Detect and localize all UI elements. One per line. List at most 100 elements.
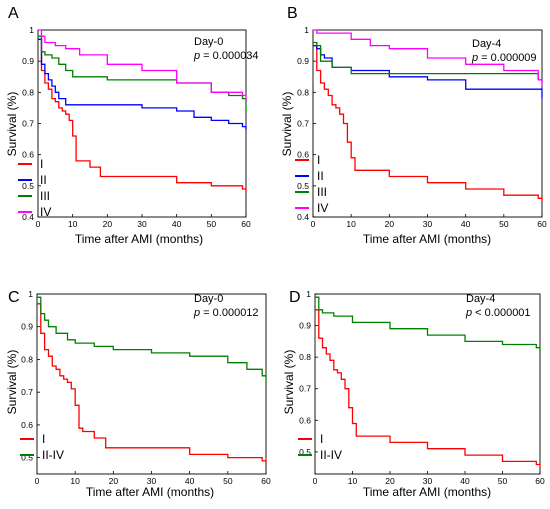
x-axis-label: Time after AMI (months) [75, 232, 203, 246]
series-line-i [313, 44, 543, 202]
y-tick-label: 0.5 [21, 453, 33, 463]
panel-letter: A [8, 5, 19, 22]
legend-label: III [317, 185, 327, 199]
series-line-ii-iv [37, 296, 267, 383]
legend-label: I [320, 432, 323, 446]
x-tick-label: 40 [460, 476, 470, 486]
annotation-day: Day-4 [472, 38, 501, 50]
y-tick-label: 1 [28, 289, 33, 299]
y-tick-label: 0.5 [299, 447, 311, 457]
annotation-day: Day-0 [194, 293, 223, 305]
legend-label: II-IV [42, 448, 64, 462]
x-tick-label: 10 [346, 219, 356, 229]
p-value-text: = 0.000012 [200, 307, 258, 319]
y-tick-label: 0.9 [22, 56, 34, 66]
series-line-ii-iv [315, 296, 541, 354]
series-line-i [315, 309, 541, 468]
x-tick-label: 30 [147, 476, 157, 486]
legend-label: IV [317, 201, 328, 215]
legend-label: II-IV [320, 448, 342, 462]
panel-letter: C [8, 289, 20, 306]
x-tick-label: 20 [109, 476, 119, 486]
annotation-p-value: p = 0.000012 [193, 307, 259, 319]
y-tick-label: 0.5 [22, 181, 34, 191]
legend-label: I [42, 432, 45, 446]
x-tick-label: 60 [241, 219, 251, 229]
annotation-day: Day-0 [194, 36, 223, 48]
y-tick-label: 0.7 [21, 387, 33, 397]
y-axis-label: Survival (%) [282, 350, 296, 415]
x-tick-label: 30 [137, 219, 147, 229]
x-tick-label: 40 [461, 219, 471, 229]
legend-label: I [317, 153, 320, 167]
x-tick-label: 20 [385, 219, 395, 229]
legend-label: II [40, 173, 47, 187]
x-tick-label: 40 [172, 219, 182, 229]
chart-panel-a: A 0 10 20 30 40 50 60 0.4 0.5 0.6 0.7 0.8 0.9 1 Time af… [5, 5, 259, 246]
x-tick-label: 0 [311, 219, 316, 229]
legend-label: IV [40, 205, 51, 219]
y-tick-label: 0.7 [22, 119, 34, 129]
series-line-i [38, 38, 247, 193]
x-tick-label: 10 [70, 476, 80, 486]
series-line-ii [38, 38, 247, 130]
annotation-p-value: p < 0.000001 [465, 307, 531, 319]
legend-label: I [40, 157, 43, 171]
annotation-p-value: p = 0.000009 [471, 52, 537, 64]
series-line-iii [38, 35, 247, 111]
y-tick-label: 0.8 [297, 87, 309, 97]
annotation-day: Day-4 [466, 293, 495, 305]
legend-label: II [317, 169, 324, 183]
y-axis-label: Survival (%) [280, 92, 294, 157]
chart-panel-c: C 0 10 20 30 40 50 60 0.5 0.6 0.7 0.8 0.9 1 Time after… [5, 289, 271, 499]
y-tick-label: 0.8 [299, 352, 311, 362]
y-tick-label: 0.7 [297, 119, 309, 129]
y-tick-label: 0.6 [299, 415, 311, 425]
series-line-i [37, 303, 267, 465]
y-tick-label: 0.6 [22, 150, 34, 160]
series-line-iv [38, 29, 247, 102]
y-tick-label: 0.8 [21, 354, 33, 364]
y-tick-label: 0.4 [22, 212, 34, 222]
x-tick-label: 30 [423, 219, 433, 229]
y-tick-label: 0.8 [22, 87, 34, 97]
x-tick-label: 60 [261, 476, 271, 486]
y-tick-label: 0.6 [21, 420, 33, 430]
y-tick-label: 0.4 [297, 212, 309, 222]
annotation-p-value: p = 0.000034 [193, 50, 259, 62]
x-tick-label: 10 [68, 219, 78, 229]
y-tick-label: 0.6 [297, 150, 309, 160]
legend-label: III [40, 189, 50, 203]
x-axis-label: Time after AMI (months) [86, 485, 214, 499]
x-tick-label: 40 [185, 476, 195, 486]
p-symbol: p [193, 307, 200, 319]
x-tick-label: 50 [223, 476, 233, 486]
x-tick-label: 60 [537, 219, 547, 229]
series-line-iv [313, 29, 543, 87]
x-tick-label: 0 [313, 476, 318, 486]
y-tick-label: 0.5 [297, 181, 309, 191]
x-tick-label: 50 [207, 219, 217, 229]
y-tick-label: 0.9 [297, 56, 309, 66]
y-axis-label: Survival (%) [5, 92, 19, 157]
x-tick-label: 50 [499, 219, 509, 229]
x-axis-label: Time after AMI (months) [363, 485, 491, 499]
x-tick-label: 20 [385, 476, 395, 486]
y-tick-label: 0.9 [299, 321, 311, 331]
p-value-text: = 0.000009 [478, 52, 536, 64]
p-value-text: = 0.000034 [200, 50, 258, 62]
x-tick-label: 0 [36, 219, 41, 229]
y-axis-label: Survival (%) [5, 350, 19, 415]
y-tick-label: 1 [304, 25, 309, 35]
x-tick-label: 0 [35, 476, 40, 486]
x-tick-label: 30 [423, 476, 433, 486]
p-symbol: p [193, 50, 200, 62]
x-tick-label: 60 [535, 476, 545, 486]
p-symbol: p [465, 307, 472, 319]
p-symbol: p [471, 52, 478, 64]
chart-panel-d: D 0 10 20 30 40 50 60 0.5 0.6 0.7 0.8 0.9 1 Time after… [282, 289, 545, 499]
x-tick-label: 10 [348, 476, 358, 486]
x-tick-label: 50 [498, 476, 508, 486]
p-value-text: < 0.000001 [472, 307, 530, 319]
